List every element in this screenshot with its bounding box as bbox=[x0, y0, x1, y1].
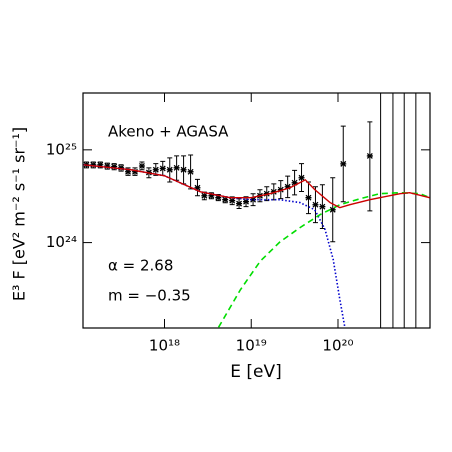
y-tick-label: 10²⁵ bbox=[46, 140, 77, 158]
data-point bbox=[187, 168, 194, 175]
y-tick-label: 10²⁴ bbox=[46, 233, 77, 251]
data-point bbox=[138, 163, 145, 169]
annotation: m = −0.35 bbox=[108, 287, 191, 305]
error-bar bbox=[367, 121, 373, 212]
data-point bbox=[305, 194, 312, 201]
plot-frame bbox=[82, 92, 431, 329]
annotation: Akeno + AGASA bbox=[108, 123, 229, 141]
data-point bbox=[229, 197, 236, 204]
x-tick-label: 10¹⁸ bbox=[149, 337, 180, 355]
data-point bbox=[180, 166, 187, 173]
data-point bbox=[312, 201, 319, 208]
data-point bbox=[173, 164, 180, 171]
model-curve bbox=[83, 164, 430, 209]
data-point bbox=[236, 200, 243, 207]
data-point bbox=[222, 196, 229, 203]
data-point bbox=[340, 160, 347, 167]
data-point bbox=[298, 174, 305, 181]
data-point bbox=[201, 192, 208, 199]
model-curve bbox=[217, 191, 430, 328]
x-tick-label: 10²⁰ bbox=[322, 337, 353, 355]
data-point bbox=[366, 152, 373, 159]
data-point bbox=[319, 203, 326, 210]
data-point bbox=[152, 166, 159, 173]
y-axis-label: E³ F [eV² m⁻² s⁻¹ sr⁻¹] bbox=[10, 127, 29, 301]
x-axis-label: E [eV] bbox=[230, 362, 282, 382]
data-point bbox=[166, 166, 173, 173]
annotation: α = 2.68 bbox=[108, 257, 173, 275]
x-tick-label: 10¹⁹ bbox=[236, 337, 267, 355]
data-point bbox=[159, 165, 166, 172]
